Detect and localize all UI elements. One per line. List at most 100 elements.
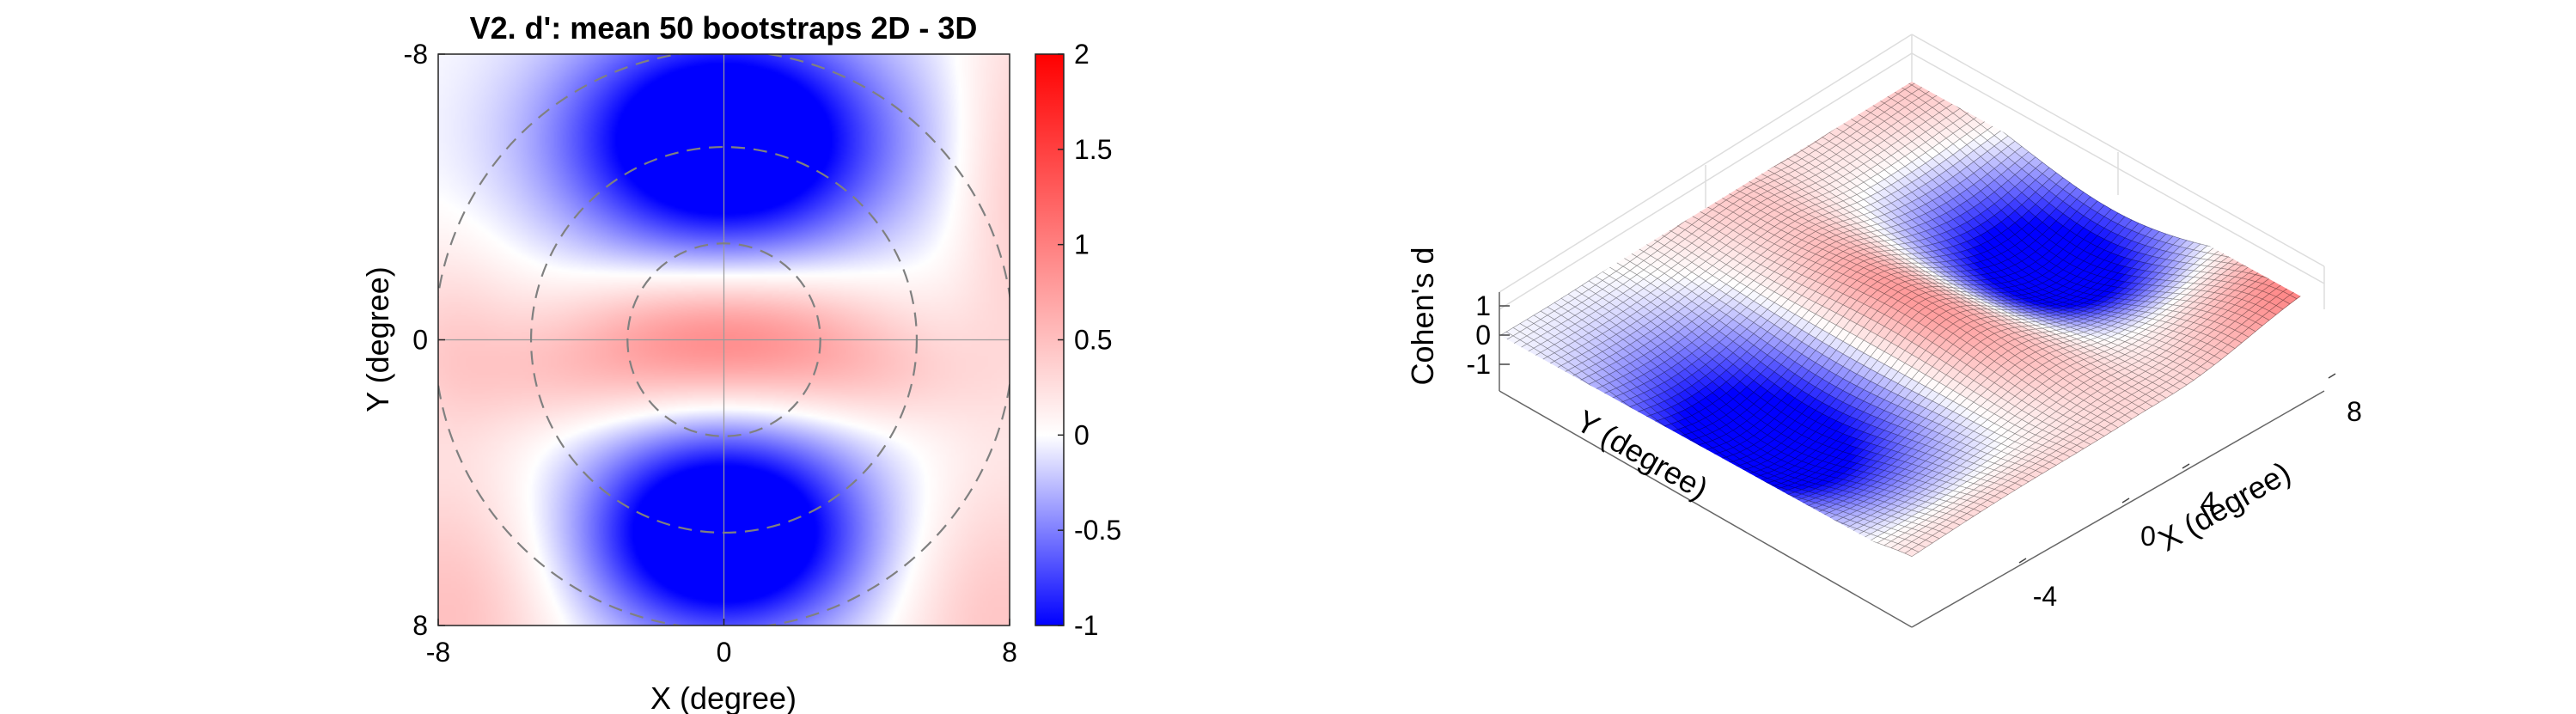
surface-cell: [1732, 484, 1748, 490]
surface-cell: [1738, 487, 1755, 492]
x-tick-label: 8: [1002, 637, 1017, 668]
surface-cell: [1925, 82, 1940, 90]
z-tick-label: 0: [1475, 320, 1491, 351]
z-tick-label: -1: [1467, 349, 1491, 380]
surface-cell: [1766, 489, 1783, 495]
guide-circle: [529, 145, 919, 534]
y-axis-label: Y (degree): [360, 266, 395, 412]
surface-grid: [1499, 34, 2325, 335]
surface-cell: [1745, 485, 1762, 491]
surface-cell: [1780, 498, 1796, 504]
surface-cell: [2275, 268, 2291, 277]
surface-cell: [1684, 452, 1700, 460]
surface-cell: [2282, 264, 2298, 272]
surface-x-tick-label: -4: [2033, 581, 2057, 612]
surface-cell: [1725, 476, 1741, 482]
surface-cell: [1712, 188, 1727, 198]
surface-cell: [2255, 257, 2270, 265]
surface-cell: [1712, 474, 1727, 480]
surface-cell: [1890, 82, 1906, 86]
y-tick-label: 0: [412, 325, 428, 356]
surface-x-tick-label: 0: [2140, 521, 2156, 552]
surface-cell: [1712, 469, 1727, 475]
surface-x-tick-mark: [2328, 373, 2336, 379]
surface-cell: [1725, 472, 1741, 478]
surface-cell: [1870, 90, 1885, 100]
surface-cell: [1643, 422, 1658, 430]
surface-cell: [1752, 484, 1769, 490]
surface-cell: [1705, 465, 1720, 472]
z-tick-label: 1: [1475, 290, 1491, 321]
surface-cell: [2248, 255, 2263, 263]
y-axis-ticks: -8 0 8: [404, 39, 445, 641]
surface-cell: [1732, 176, 1748, 185]
surface-cell: [1801, 510, 1816, 516]
surface-cell: [1759, 486, 1776, 492]
surface-cell: [1732, 479, 1748, 485]
surface-cell: [2268, 259, 2284, 268]
surface-cell: [1718, 462, 1734, 469]
surface-cell: [1932, 84, 1947, 95]
surface-cell: [2234, 253, 2249, 260]
surface-cell: [1705, 460, 1720, 467]
surface-cell: [1691, 451, 1706, 458]
surface-cell: [1877, 86, 1892, 95]
surface-cell: [1725, 180, 1741, 189]
surface-cell: [1691, 457, 1706, 464]
surface-cell: [2282, 278, 2298, 287]
heatmap-overlay: [438, 54, 1010, 626]
colorbar-tick-label: 1: [1074, 229, 1090, 260]
surface-cell: [1629, 419, 1645, 428]
surface-cell: [1863, 95, 1878, 105]
chart-title: V2. d': mean 50 bootstraps 2D - 3D: [470, 10, 978, 46]
surface-cell: [1787, 500, 1803, 506]
surface-cell: [1718, 478, 1734, 484]
surface-cell: [1752, 488, 1769, 494]
surface-cell: [1739, 479, 1755, 484]
colorbar-tick-label: 0: [1074, 419, 1090, 450]
surface-cell: [2303, 280, 2318, 290]
surface-x-axis-label: X (degree): [2152, 455, 2297, 558]
heatmap-panel: V2. d': mean 50 bootstraps 2D - 3D -8 0 8 …: [360, 10, 1121, 714]
z-axis-label: Cohen's d: [1405, 247, 1440, 386]
surface-cell: [1725, 481, 1741, 486]
surface-cell: [1759, 491, 1776, 497]
surface-cell: [1677, 448, 1693, 455]
x-tick-label: -8: [426, 637, 450, 668]
surface-cell: [1767, 497, 1782, 503]
surface-cell: [1739, 473, 1755, 479]
surface-cell: [1622, 414, 1638, 423]
surface-cell: [2268, 266, 2284, 274]
surface-cell: [1760, 495, 1775, 501]
surface-cell: [1794, 508, 1810, 514]
surface-cell: [2262, 259, 2277, 265]
surface-cell: [2268, 273, 2284, 282]
surface-cell: [2275, 276, 2291, 284]
surface-cell: [1712, 464, 1727, 471]
surface-x-tick-mark: [2182, 463, 2190, 469]
surface-cell: [1938, 88, 1954, 100]
surface-cell: [1732, 470, 1748, 476]
surface-cell: [1705, 454, 1720, 461]
surface-cell: [1677, 441, 1693, 449]
surface-cell: [2303, 272, 2318, 282]
y-tick-label: 8: [412, 610, 428, 641]
surface-cell: [1670, 436, 1686, 444]
surface-cell: [2241, 253, 2256, 261]
surface-x-tick-mark: [2121, 497, 2130, 503]
surface-cell: [1773, 496, 1789, 502]
surface-cell: [2255, 263, 2270, 271]
surface-cell: [1670, 442, 1686, 450]
y-tick-label: -8: [404, 39, 428, 70]
surface-cell: [2282, 271, 2298, 279]
surface-cell: [1780, 503, 1796, 509]
surface-cell: [1732, 475, 1748, 481]
colorbar-ticks: -1 -0.5 0 0.5 1 1.5 2: [1058, 39, 1121, 641]
guide-circle: [626, 242, 821, 437]
surface-cell: [1663, 437, 1679, 446]
surface-cell: [1912, 73, 1926, 81]
surface-cell: [1773, 500, 1789, 506]
surface-cell: [1595, 394, 1610, 403]
surface-cell: [1718, 467, 1734, 474]
